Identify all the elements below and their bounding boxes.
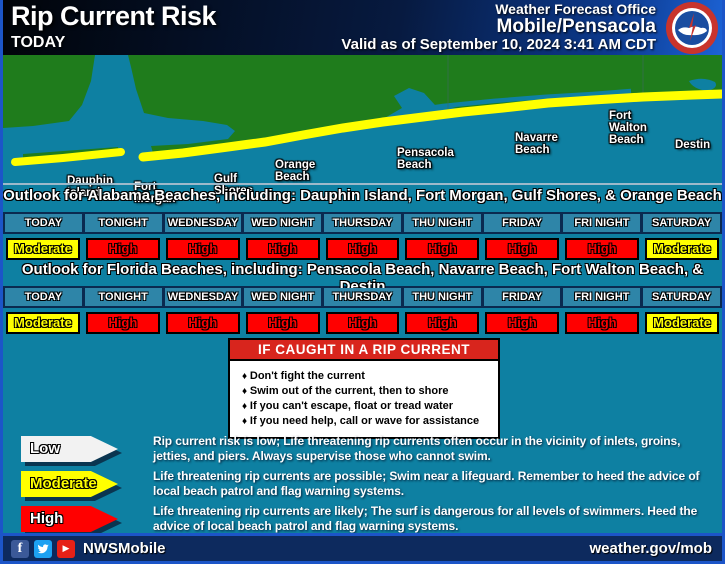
header-bar: Rip Current Risk TODAY Weather Forecast … <box>3 0 722 55</box>
day-header-cell: WEDNESDAY <box>164 214 242 232</box>
divider-line <box>3 183 722 185</box>
map-label-fort-walton-beach: Fort Walton Beach <box>609 110 647 146</box>
map-label-orange-beach: Orange Beach <box>275 159 316 183</box>
risk-value-row: Moderate High High High High High High High Mode… <box>3 238 722 260</box>
safety-tip: If you need help, call or wave for assis… <box>242 415 490 427</box>
risk-value-cell: High <box>245 238 320 260</box>
valid-timestamp: Valid as of September 10, 2024 3:41 AM C… <box>341 36 656 53</box>
footer-bar: f ▶ NWSMobile weather.gov/mob <box>3 533 722 561</box>
map-graphic <box>3 55 722 183</box>
map-label-gulf-shores: Gulf Shores <box>214 173 253 197</box>
legend-row: Low Rip current risk is low; Life threat… <box>3 434 722 466</box>
website-url[interactable]: weather.gov/mob <box>589 540 712 557</box>
risk-value-cell: High <box>245 312 320 334</box>
day-header-cell: TODAY <box>5 288 82 306</box>
outlook-table-alabama: Outlook for Alabama Beaches, including: … <box>3 187 722 260</box>
risk-value-cell: Moderate <box>6 238 80 260</box>
risk-value-cell: High <box>325 238 400 260</box>
outlook-title-florida: Outlook for Florida Beaches, including: … <box>21 261 704 295</box>
day-header-cell: THURSDAY <box>324 288 401 306</box>
safety-tip: Don't fight the current <box>242 370 490 382</box>
safety-tips-list: Don't fight the current Swim out of the c… <box>230 361 498 437</box>
risk-legend: Low Rip current risk is low; Life threat… <box>3 434 722 536</box>
risk-arrow-icon: Low <box>21 436 153 466</box>
day-header-row: TODAY TONIGHT WEDNESDAY WED NIGHT THURSDAY TH… <box>3 212 722 234</box>
safety-tip: If you can't escape, float or tread wate… <box>242 400 490 412</box>
risk-value-cell: High <box>485 238 560 260</box>
safety-tip: Swim out of the current, then to shore <box>242 385 490 397</box>
day-header-cell: THURSDAY <box>324 214 401 232</box>
risk-value-cell: High <box>565 238 640 260</box>
page-title: Rip Current Risk <box>11 1 217 31</box>
day-header-cell: TONIGHT <box>84 288 162 306</box>
social-icons: f ▶ <box>11 539 75 558</box>
risk-value-cell: Moderate <box>645 312 720 334</box>
coastal-map: Dauphin Island Fort Morgan Gulf Shores O… <box>3 55 722 205</box>
day-header-cell: SATURDAY <box>643 214 721 232</box>
day-header-cell: THU NIGHT <box>403 288 481 306</box>
legend-row: Moderate Life threatening rip currents a… <box>3 469 722 501</box>
beach-band-dauphin <box>11 148 125 166</box>
office-label: Weather Forecast Office <box>495 1 656 17</box>
day-header-cell: TODAY <box>5 214 82 232</box>
day-header-cell: FRIDAY <box>483 214 561 232</box>
legend-row: High Life threatening rip currents are l… <box>3 504 722 536</box>
day-header-cell: SATURDAY <box>643 288 721 306</box>
twitter-icon[interactable] <box>34 539 52 558</box>
safety-box-title: IF CAUGHT IN A RIP CURRENT <box>230 340 498 361</box>
risk-value-cell: Moderate <box>6 312 80 334</box>
risk-value-row: Moderate High High High High High High High Mode… <box>3 312 722 334</box>
youtube-icon[interactable]: ▶ <box>57 539 75 558</box>
rip-current-safety-box: IF CAUGHT IN A RIP CURRENT Don't fight t… <box>228 338 500 439</box>
outlook-title-alabama: Outlook for Alabama Beaches, including: … <box>3 187 722 204</box>
risk-arrow-icon: High <box>21 506 153 536</box>
day-header-cell: WED NIGHT <box>244 288 322 306</box>
risk-value-cell: High <box>165 238 240 260</box>
risk-value-cell: Moderate <box>645 238 720 260</box>
map-label-navarre-beach: Navarre Beach <box>515 132 558 156</box>
risk-value-cell: High <box>565 312 640 334</box>
day-header-row: TODAY TONIGHT WEDNESDAY WED NIGHT THURSDAY TH… <box>3 286 722 308</box>
risk-value-cell: High <box>405 238 480 260</box>
risk-description: Life threatening rip currents are likely… <box>153 504 698 533</box>
beach-band-main <box>138 89 722 162</box>
facebook-icon[interactable]: f <box>11 539 29 558</box>
risk-description: Rip current risk is low; Life threatenin… <box>153 434 681 463</box>
map-label-pensacola-beach: Pensacola Beach <box>397 147 454 171</box>
office-name: Mobile/Pensacola <box>496 16 656 37</box>
day-header-cell: FRI NIGHT <box>563 214 641 232</box>
day-header-cell: THU NIGHT <box>403 214 481 232</box>
social-handle: NWSMobile <box>83 540 166 557</box>
risk-value-cell: High <box>325 312 400 334</box>
risk-value-cell: High <box>485 312 560 334</box>
risk-value-cell: High <box>165 312 240 334</box>
nws-logo-icon <box>666 2 718 54</box>
risk-description: Life threatening rip currents are possib… <box>153 469 700 498</box>
day-header-cell: FRIDAY <box>483 288 561 306</box>
day-header-cell: WED NIGHT <box>244 214 322 232</box>
risk-value-cell: High <box>405 312 480 334</box>
risk-value-cell: High <box>85 312 160 334</box>
map-label-destin: Destin <box>675 139 711 151</box>
day-header-cell: WEDNESDAY <box>164 288 242 306</box>
risk-arrow-icon: Moderate <box>21 471 153 501</box>
risk-value-cell: High <box>85 238 160 260</box>
day-header-cell: FRI NIGHT <box>563 288 641 306</box>
day-header-cell: TONIGHT <box>84 214 162 232</box>
period-label: TODAY <box>11 34 66 51</box>
outlook-table-florida: Outlook for Florida Beaches, including: … <box>3 261 722 334</box>
